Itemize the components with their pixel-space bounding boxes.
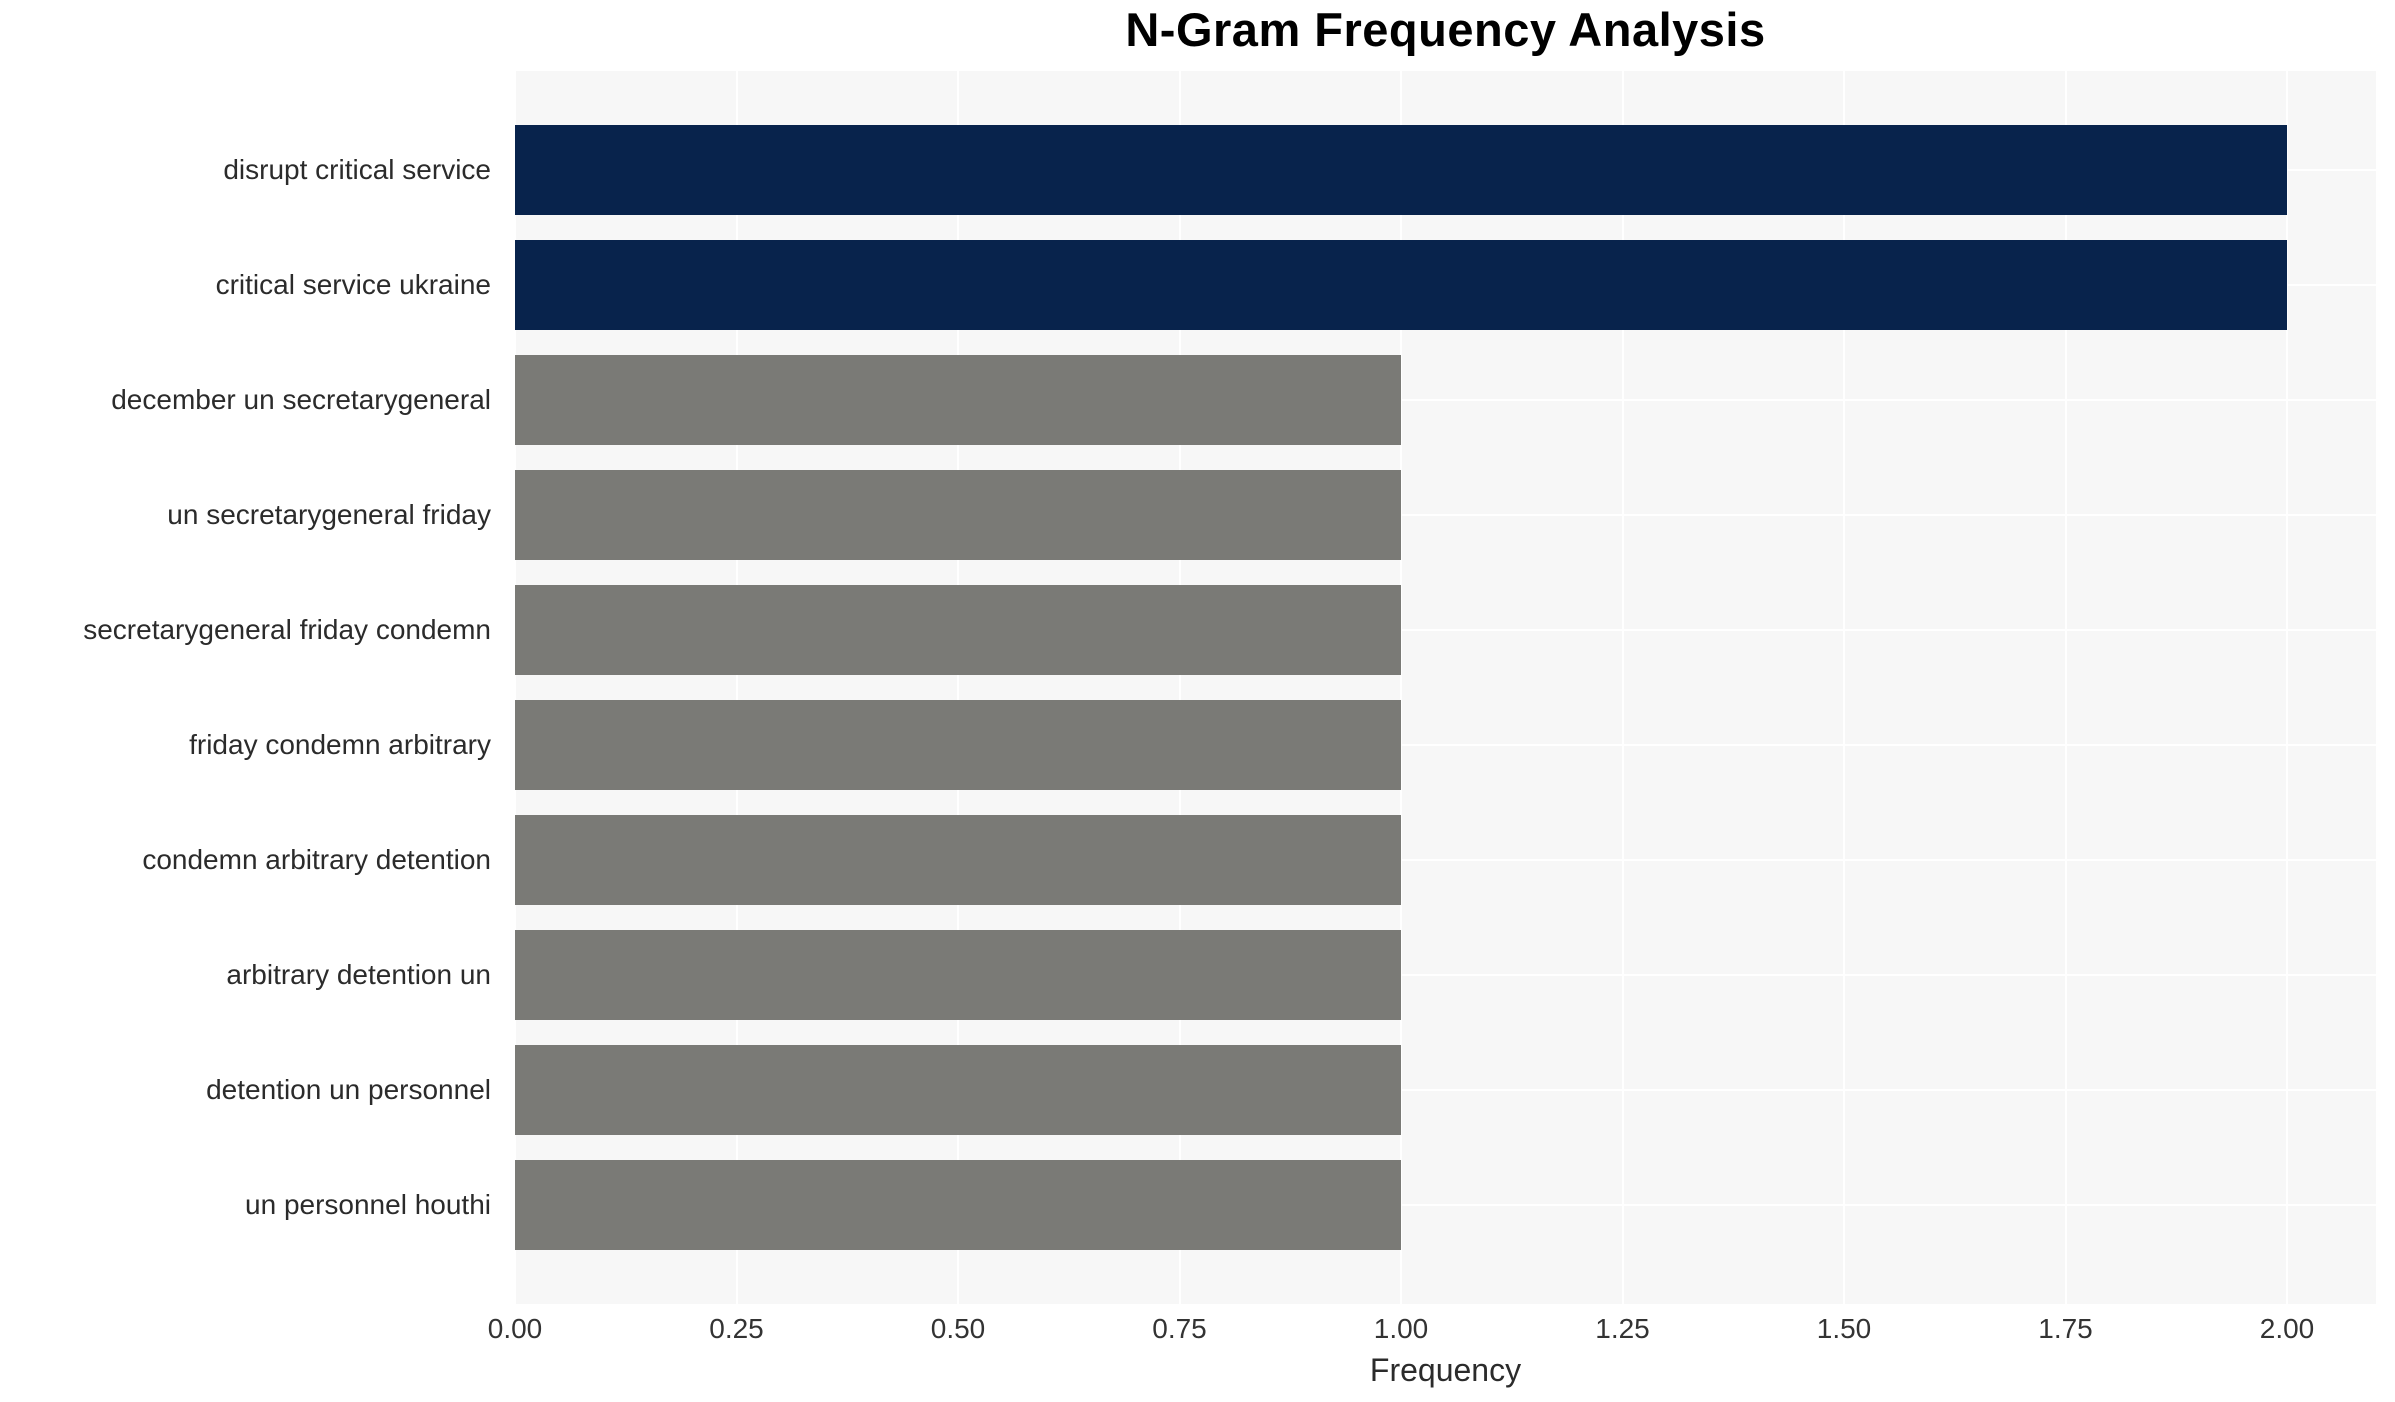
gridline-vertical: [735, 71, 738, 1304]
x-axis-tick-label: 1.25: [1595, 1313, 1650, 1344]
gridline-horizontal: [515, 513, 2376, 516]
plot-area: [514, 71, 2376, 1304]
gridline-horizontal: [515, 974, 2376, 977]
y-axis-category-label: december un secretarygeneral: [111, 383, 491, 415]
y-axis-category-label: condemn arbitrary detention: [142, 844, 491, 876]
gridline-vertical: [2286, 71, 2288, 1304]
y-axis-category-label: detention un personnel: [206, 1074, 491, 1106]
y-axis-category-label: arbitrary detention un: [226, 959, 491, 991]
x-axis-tick-label: 1.75: [2038, 1313, 2093, 1344]
gridline-horizontal: [515, 744, 2376, 747]
bar: [515, 124, 2287, 215]
bar: [515, 815, 1401, 906]
x-axis-tick-label: 2.00: [2259, 1313, 2315, 1344]
gridline-vertical: [2064, 71, 2067, 1304]
y-axis-category-label: friday condemn arbitrary: [189, 729, 491, 761]
y-axis-category-label: critical service ukraine: [215, 268, 491, 300]
gridline-horizontal: [515, 398, 2376, 401]
bar: [515, 930, 1401, 1021]
bar: [515, 700, 1401, 791]
gridline-vertical: [1178, 71, 1181, 1304]
x-axis-tick-label: 0.00: [487, 1313, 543, 1344]
y-axis-category-label: un secretarygeneral friday: [167, 498, 491, 530]
x-axis-tick-label: 0.25: [709, 1313, 764, 1344]
y-axis-category-label: un personnel houthi: [245, 1189, 491, 1221]
gridline-horizontal: [515, 859, 2376, 862]
x-axis-tick-label: 1.50: [1816, 1313, 1872, 1344]
x-axis-tick-label: 0.75: [1152, 1313, 1207, 1344]
y-axis-category-label: secretarygeneral friday condemn: [83, 613, 491, 645]
bar: [515, 1160, 1401, 1251]
bar: [515, 239, 2287, 330]
gridline-vertical: [1621, 71, 1624, 1304]
gridline-horizontal: [515, 1204, 2376, 1207]
chart-title: N-Gram Frequency Analysis: [1125, 3, 1766, 56]
x-axis-ticks: 0.00 0.25 0.50 0.75 1.00 1.25 1.50 1.75 2.00: [488, 1312, 2376, 1348]
x-axis-title: Frequency: [1369, 1352, 1522, 1388]
gridline-vertical: [957, 71, 959, 1304]
x-axis-tick-label: 1.00: [1373, 1313, 1429, 1344]
bar: [515, 584, 1401, 675]
bar: [515, 354, 1401, 445]
bar: [515, 1045, 1401, 1136]
gridline-vertical: [1400, 71, 1402, 1304]
bar: [515, 469, 1401, 560]
y-axis-category-label: disrupt critical service: [223, 153, 491, 185]
gridline-vertical: [514, 71, 516, 1304]
y-axis-labels: disrupt critical service critical service…: [0, 71, 503, 1304]
gridline-horizontal: [515, 1089, 2376, 1092]
gridline-vertical: [1843, 71, 1845, 1304]
gridline-horizontal: [515, 628, 2376, 631]
x-axis-tick-label: 0.50: [930, 1313, 986, 1344]
